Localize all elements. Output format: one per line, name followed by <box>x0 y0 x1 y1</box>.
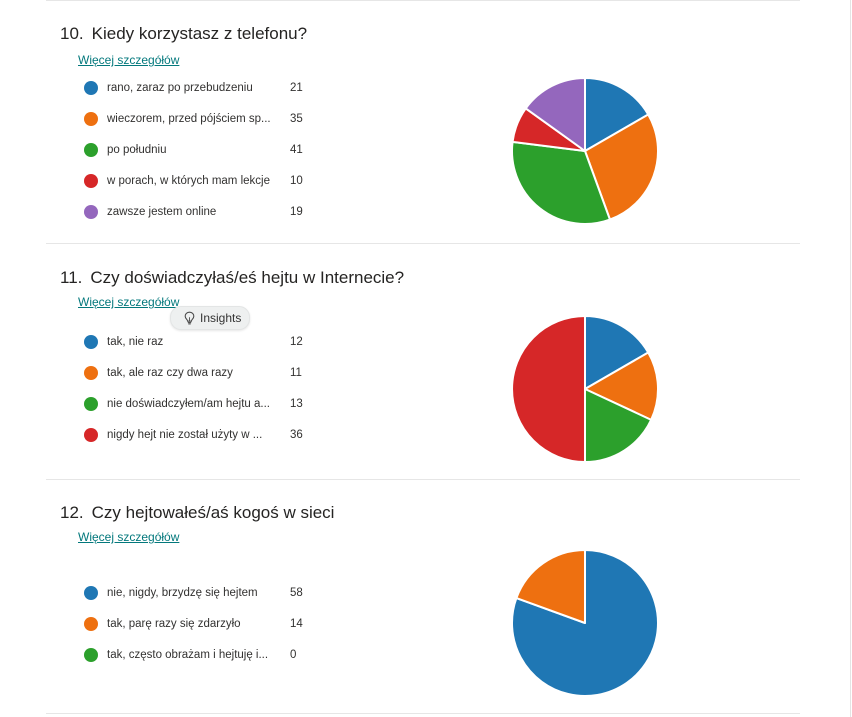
legend-label: nigdy hejt nie został użyty w ... <box>107 428 263 441</box>
pie-slice[interactable] <box>584 77 650 152</box>
legend-count: 11 <box>290 366 302 379</box>
question-10: 10. Kiedy korzystasz z telefonu? Więcej s… <box>46 24 800 242</box>
legend-color-dot <box>84 142 98 157</box>
legend-label: tak, nie raz <box>107 335 164 348</box>
question-title: 10. Kiedy korzystasz z telefonu? <box>60 24 307 44</box>
legend-item: tak, parę razy się zdarzyło 14 <box>84 608 314 639</box>
legend-color-dot <box>84 585 98 600</box>
question-text: Kiedy korzystasz z telefonu? <box>91 24 308 43</box>
legend-color-dot <box>84 365 98 380</box>
pie-slice[interactable] <box>511 140 611 225</box>
pie-slice[interactable] <box>524 77 586 152</box>
legend-count: 21 <box>290 81 303 94</box>
question-text: Czy hejtowałeś/aś kogoś w sieci <box>91 503 335 522</box>
legend-label: w porach, w których mam lekcje <box>107 174 270 187</box>
legend-item: tak, nie raz 12 <box>84 326 314 357</box>
legend-count: 36 <box>290 428 303 441</box>
pie-slice[interactable] <box>584 113 659 221</box>
legend-count: 10 <box>290 174 303 187</box>
section-divider <box>46 479 800 480</box>
legend-count: 12 <box>290 335 303 348</box>
pie-slice[interactable] <box>515 549 586 624</box>
pie-chart[interactable] <box>510 548 660 698</box>
legend-color-dot <box>84 173 98 188</box>
question-number: 10. <box>60 24 84 43</box>
answers-legend: nie, nigdy, brzydzę się hejtem 58 tak, p… <box>84 577 314 670</box>
question-text: Czy doświadczyłaś/eś hejtu w Internecie? <box>90 268 405 287</box>
legend-item: tak, ale raz czy dwa razy 11 <box>84 357 314 388</box>
pie-chart[interactable] <box>510 76 660 226</box>
answers-legend: tak, nie raz 12 tak, ale raz czy dwa raz… <box>84 326 314 450</box>
question-title: 11. Czy doświadczyłaś/eś hejtu w Internec… <box>60 268 404 288</box>
legend-item: nigdy hejt nie został użyty w ... 36 <box>84 419 314 450</box>
legend-color-dot <box>84 396 98 411</box>
legend-color-dot <box>84 334 98 349</box>
legend-color-dot <box>84 80 98 95</box>
legend-label: zawsze jestem online <box>107 205 217 218</box>
pie-slice[interactable] <box>584 315 650 390</box>
legend-item: rano, zaraz po przebudzeniu 21 <box>84 72 314 103</box>
legend-count: 41 <box>290 143 303 156</box>
legend-color-dot <box>84 111 98 126</box>
legend-label: tak, ale raz czy dwa razy <box>107 366 233 379</box>
more-details-link[interactable]: Więcej szczegółów <box>78 53 180 67</box>
legend-count: 35 <box>290 112 303 125</box>
legend-count: 58 <box>290 586 303 599</box>
legend-item: wieczorem, przed pójściem sp... 35 <box>84 103 314 134</box>
results-content: 10. Kiedy korzystasz z telefonu? Więcej s… <box>46 0 800 717</box>
legend-count: 19 <box>290 205 303 218</box>
lightbulb-icon <box>184 311 195 325</box>
section-divider <box>46 0 800 1</box>
section-divider <box>46 713 800 714</box>
section-divider <box>46 243 800 244</box>
legend-count: 13 <box>290 397 303 410</box>
legend-item: tak, często obrażam i hejtuję i... 0 <box>84 639 314 670</box>
pie-slice[interactable] <box>584 388 653 463</box>
legend-item: po południu 41 <box>84 134 314 165</box>
question-title: 12. Czy hejtowałeś/aś kogoś w sieci <box>60 503 334 523</box>
legend-color-dot <box>84 647 98 662</box>
legend-label: wieczorem, przed pójściem sp... <box>107 112 271 125</box>
question-number: 12. <box>60 503 84 522</box>
legend-label: rano, zaraz po przebudzeniu <box>107 81 253 94</box>
pie-chart[interactable] <box>510 314 660 464</box>
question-11: 11. Czy doświadczyłaś/eś hejtu w Internec… <box>46 268 800 478</box>
legend-label: tak, parę razy się zdarzyło <box>107 617 241 630</box>
legend-item: zawsze jestem online 19 <box>84 196 314 227</box>
legend-color-dot <box>84 616 98 631</box>
legend-label: po południu <box>107 143 167 156</box>
legend-color-dot <box>84 427 98 442</box>
legend-item: nie, nigdy, brzydzę się hejtem 58 <box>84 577 314 608</box>
more-details-link[interactable]: Więcej szczegółów <box>78 295 180 309</box>
legend-item: nie doświadczyłem/am hejtu a... 13 <box>84 388 314 419</box>
legend-label: nie, nigdy, brzydzę się hejtem <box>107 586 258 599</box>
legend-color-dot <box>84 204 98 219</box>
question-12: 12. Czy hejtowałeś/aś kogoś w sieci Więce… <box>46 503 800 713</box>
insights-label: Insights <box>200 311 242 325</box>
pie-slice[interactable] <box>584 351 659 421</box>
legend-item: w porach, w których mam lekcje 10 <box>84 165 314 196</box>
legend-label: nie doświadczyłem/am hejtu a... <box>107 397 270 410</box>
answers-legend: rano, zaraz po przebudzeniu 21 wieczorem… <box>84 72 314 227</box>
legend-count: 0 <box>290 648 297 661</box>
legend-label: tak, często obrażam i hejtuję i... <box>107 648 269 661</box>
question-number: 11. <box>60 268 83 287</box>
pie-slice[interactable] <box>511 315 586 463</box>
scroll-rail <box>850 0 851 717</box>
legend-count: 14 <box>290 617 303 630</box>
insights-button[interactable]: Insights <box>170 306 251 330</box>
more-details-link[interactable]: Więcej szczegółów <box>78 530 180 544</box>
